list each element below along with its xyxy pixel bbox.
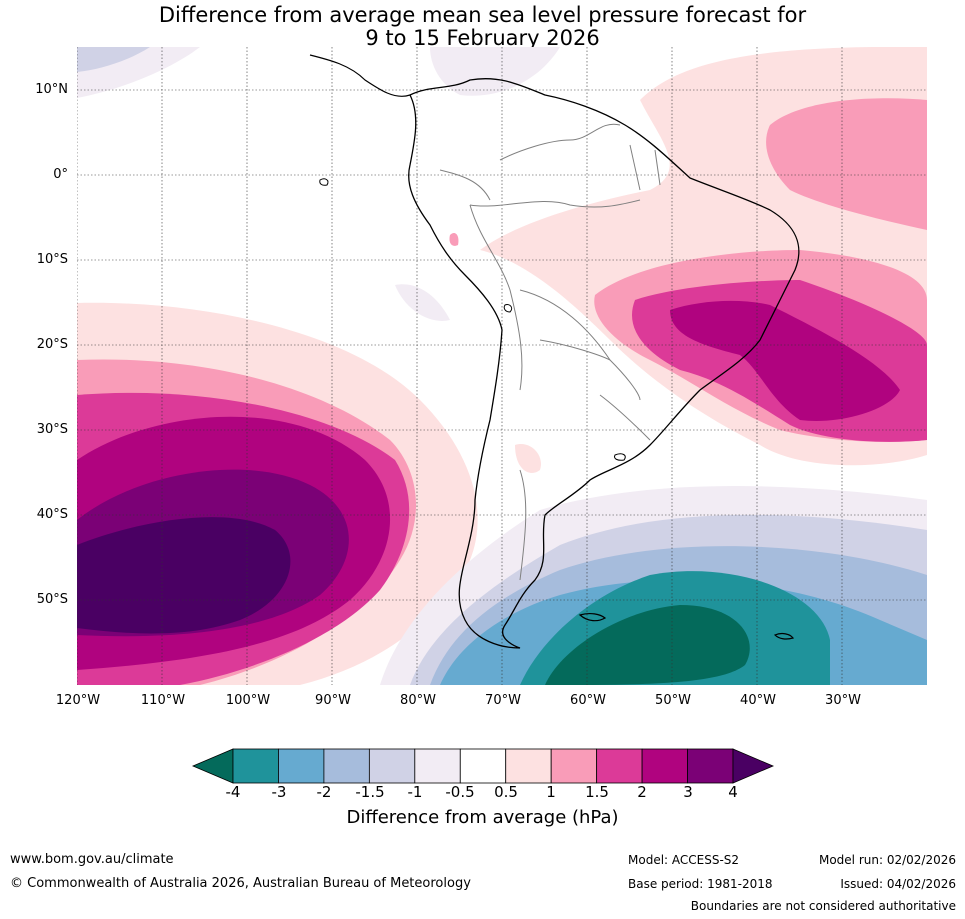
title-line-2: 9 to 15 February 2026 [365, 26, 600, 50]
colorbar-tick: 2 [637, 783, 647, 801]
colorbar-max-extension [732, 748, 775, 784]
colorbar-label: Difference from average (hPa) [346, 807, 619, 828]
colorbar-tick: 0.5 [494, 783, 518, 801]
colorbar-tick: -4 [225, 783, 241, 801]
lat-label-10n: 10°N [35, 82, 68, 97]
footer-model: Model: ACCESS-S2 [628, 853, 740, 867]
lon-label-90w: 90°W [315, 693, 351, 708]
colorbar-bin [596, 748, 643, 784]
colorbar-bin [278, 748, 325, 784]
colorbar-tick: 1 [546, 783, 556, 801]
lon-label-120w: 120°W [55, 693, 101, 708]
lat-label-40s: 40°S [36, 507, 68, 522]
country-borders [439, 123, 661, 581]
colorbar-tick: 4 [728, 783, 738, 801]
colorbar-bin [505, 748, 552, 784]
colorbar-tick: -2 [316, 783, 332, 801]
footer-disclaimer: Boundaries are not considered authoritat… [690, 899, 956, 913]
colorbar-tick: -0.5 [445, 783, 475, 801]
colorbar-tick: 3 [683, 783, 693, 801]
colorbar-tick: 1.5 [585, 783, 609, 801]
lon-label-30w: 30°W [825, 693, 861, 708]
footer-url[interactable]: www.bom.gov.au/climate [10, 852, 174, 867]
lat-label-20s: 20°S [36, 337, 68, 352]
colorbar-bin [641, 748, 688, 784]
lon-label-80w: 80°W [400, 693, 436, 708]
lat-label-0: 0° [53, 167, 68, 182]
falkland-islands [578, 612, 607, 622]
colorbar-min-extension [191, 748, 234, 784]
colorbar-bin [323, 748, 370, 784]
colorbar-bin [232, 748, 279, 784]
lon-label-50w: 50°W [655, 693, 691, 708]
south-america-coastline [408, 78, 800, 649]
footer-base-period: Base period: 1981-2018 [628, 877, 773, 891]
colorbar-tick: -3 [271, 783, 287, 801]
title-line-1: Difference from average mean sea level p… [158, 3, 807, 27]
colorbar-bin [368, 748, 416, 784]
lon-label-70w: 70°W [485, 693, 521, 708]
colorbar-tick: -1 [407, 783, 423, 801]
lat-label-10s: 10°S [36, 252, 68, 267]
colorbar-bin [550, 748, 598, 784]
lon-label-40w: 40°W [740, 693, 776, 708]
footer-model-run: Model run: 02/02/2026 [818, 853, 956, 867]
colorbar [191, 748, 775, 784]
lon-label-100w: 100°W [225, 693, 271, 708]
colorbar-bin [687, 748, 734, 784]
colorbar-bin [414, 748, 461, 784]
lat-label-30s: 30°S [36, 422, 68, 437]
pressure-anomaly-field [77, 47, 927, 685]
footer-copyright: © Commonwealth of Australia 2026, Austra… [10, 876, 471, 891]
lat-label-50s: 50°S [36, 592, 68, 607]
colorbar-bin [459, 748, 507, 784]
lon-label-60w: 60°W [570, 693, 606, 708]
graticule [77, 47, 927, 685]
footer-issued: Issued: 04/02/2026 [840, 877, 956, 891]
lon-label-110w: 110°W [140, 693, 186, 708]
chart-title: Difference from average mean sea level p… [0, 4, 965, 50]
colorbar-tick: -1.5 [355, 783, 385, 801]
